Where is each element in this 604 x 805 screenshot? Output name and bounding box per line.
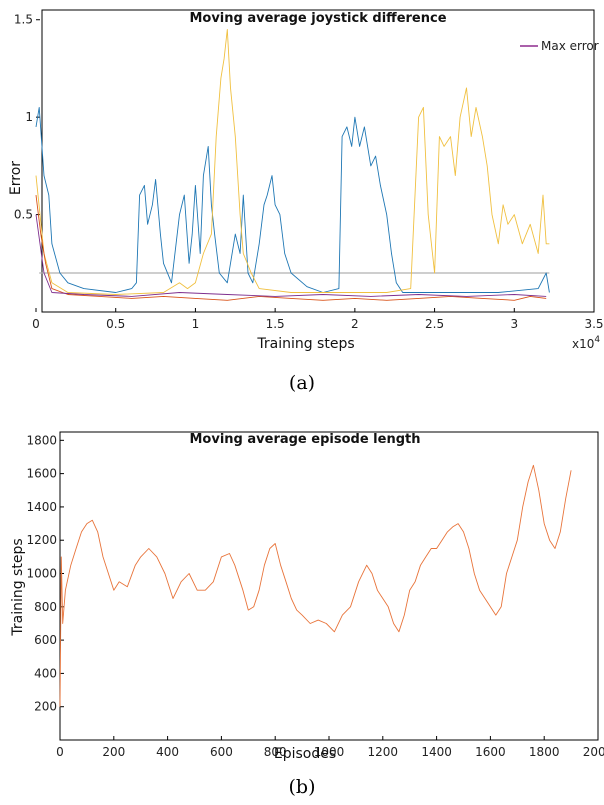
y-tick-label: 1200 (26, 533, 57, 547)
x-tick-label: 2 (351, 317, 359, 331)
x-tick-label: 200 (102, 745, 125, 759)
x-tick-label: 1.5 (266, 317, 285, 331)
chart-b-xlabel: Episodes (274, 746, 336, 762)
x-tick-label: 1 (192, 317, 200, 331)
series-line-2 (35, 195, 547, 301)
x-tick-label: 400 (156, 745, 179, 759)
x-tick-label: 1600 (475, 745, 506, 759)
chart-a-plot-frame (41, 9, 595, 313)
chart-b-ylabel: Training steps (10, 538, 26, 636)
x-tick-label: 1200 (368, 745, 399, 759)
y-tick-label: 400 (34, 666, 57, 680)
chart-a-legend-label: Max error (541, 39, 599, 53)
chart-a-x-multiplier-exp: 4 (594, 335, 600, 345)
x-tick-label: 800 (264, 745, 287, 759)
x-tick-label: 600 (210, 745, 233, 759)
chart-b-x-ticks: 0 200 400 600 800 1000 1200 1400 1600 1800 2000 (56, 736, 604, 759)
chart-a-title: Moving average joystick difference (189, 11, 446, 26)
x-tick-label: 1400 (421, 745, 452, 759)
x-tick-label: 0.5 (106, 317, 125, 331)
y-tick-label: 1600 (26, 467, 57, 481)
chart-b-series (59, 464, 572, 707)
series-line-1 (35, 29, 550, 295)
x-tick-label: 3 (510, 317, 518, 331)
x-tick-label: 2.5 (425, 317, 444, 331)
y-tick-label: 0.5 (14, 208, 33, 222)
chart-a-series (35, 29, 550, 301)
chart-a-caption: (a) (289, 372, 315, 394)
x-tick-label: 0 (32, 317, 40, 331)
x-tick-label: 1000 (314, 745, 345, 759)
chart-a-legend: Max error (520, 39, 599, 53)
chart-a: Moving average joystick difference Max e… (8, 9, 604, 394)
x-tick-label: 0 (56, 745, 64, 759)
y-tick-label: 800 (34, 600, 57, 614)
series-line-3 (35, 214, 547, 297)
series-line-0 (59, 464, 572, 707)
chart-b: Moving average episode length 0 200 400 600… (10, 431, 604, 798)
chart-a-x-ticks: 0 0.5 1 1.5 2 2.5 3 3.5 (32, 308, 604, 331)
chart-b-title: Moving average episode length (190, 432, 421, 447)
y-tick-label: 1800 (26, 433, 57, 447)
chart-a-xlabel: Training steps (256, 336, 354, 352)
chart-b-plot-frame (59, 431, 599, 741)
chart-b-caption: (b) (289, 776, 316, 798)
x-tick-label: 3.5 (584, 317, 603, 331)
y-tick-label: 1000 (26, 567, 57, 581)
y-tick-label: 1400 (26, 500, 57, 514)
y-tick-label: 200 (34, 700, 57, 714)
y-tick-label: 1 (25, 110, 33, 124)
chart-a-y-ticks: 0.5 1 1.5 (14, 13, 40, 222)
x-tick-label: 1800 (529, 745, 560, 759)
y-tick-label: 1.5 (14, 13, 33, 27)
chart-a-ylabel: Error (8, 161, 24, 195)
chart-a-x-multiplier: x104 (572, 335, 600, 351)
x-tick-label: 2000 (583, 745, 604, 759)
chart-b-y-ticks: 200 400 600 800 1000 1200 1400 1600 1800 (26, 433, 64, 714)
y-tick-label: 600 (34, 633, 57, 647)
series-line-0 (35, 106, 550, 293)
